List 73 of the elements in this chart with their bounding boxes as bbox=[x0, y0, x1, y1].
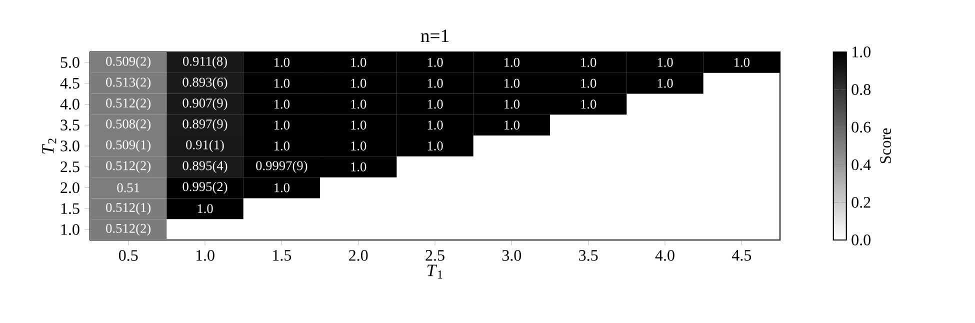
color-bar-label: 0.2 bbox=[852, 196, 870, 208]
y-tick-label: 3.5 bbox=[60, 120, 80, 131]
data-label: 1.0 bbox=[274, 183, 290, 192]
y-tick-label: 1.0 bbox=[61, 224, 80, 235]
x-tick-label: 2.5 bbox=[426, 250, 444, 261]
data-label: 0.995(2) bbox=[182, 182, 228, 194]
y-axis-title: T$_{2}$ bbox=[42, 138, 56, 154]
data-label: 0.91(1) bbox=[186, 140, 224, 152]
data-label: 0.512(2) bbox=[106, 223, 151, 236]
data-label: 0.51 bbox=[117, 183, 140, 192]
data-label: 1.0 bbox=[274, 58, 290, 67]
color-bar-label: 0.4 bbox=[852, 159, 871, 170]
data-label: 1.0 bbox=[504, 78, 520, 88]
data-label: 0.509(1) bbox=[106, 140, 151, 152]
x-tick-label: 4.5 bbox=[732, 250, 752, 261]
x-axis-title: T$_{1}$ bbox=[427, 264, 442, 279]
data-label: 1.0 bbox=[198, 204, 213, 214]
data-label: 1.0 bbox=[428, 100, 443, 109]
data-label: 1.0 bbox=[351, 100, 366, 109]
y-tick-label: 2.5 bbox=[60, 161, 80, 172]
data-label: 1.0 bbox=[351, 120, 366, 130]
data-label: 1.0 bbox=[504, 120, 520, 130]
data-label: 1.0 bbox=[658, 58, 673, 67]
color-bar-label: 0.6 bbox=[852, 122, 871, 133]
data-label: 0.911(8) bbox=[182, 56, 227, 68]
data-label: 0.512(2) bbox=[106, 98, 151, 110]
y-tick-label: 3.0 bbox=[60, 140, 80, 152]
data-label: 1.0 bbox=[428, 120, 443, 130]
y-tick-label: 4.5 bbox=[60, 78, 80, 89]
data-label: 0.508(2) bbox=[106, 119, 151, 132]
color-bar-title: Score bbox=[880, 128, 891, 164]
y-tick-label: 5.0 bbox=[60, 57, 80, 68]
color-bar-label: 0.0 bbox=[852, 234, 870, 246]
data-label: 1.0 bbox=[428, 141, 443, 151]
data-label: 1.0 bbox=[581, 78, 596, 88]
data-label: 1.0 bbox=[351, 78, 366, 88]
data-label: 1.0 bbox=[658, 78, 673, 88]
data-label: 1.0 bbox=[734, 58, 750, 67]
data-label: 1.0 bbox=[274, 78, 290, 88]
color-bar-label: 0.8 bbox=[852, 84, 870, 96]
data-label: 0.907(9) bbox=[182, 98, 228, 110]
x-tick-label: 0.5 bbox=[118, 250, 138, 261]
data-label: 1.0 bbox=[428, 78, 443, 88]
y-tick-label: 2.0 bbox=[60, 182, 80, 194]
data-label: 1.0 bbox=[351, 162, 366, 172]
data-label: 0.893(6) bbox=[182, 77, 228, 90]
y-tick-label: 4.0 bbox=[60, 98, 80, 110]
color-bar-label: 1.0 bbox=[852, 46, 870, 58]
data-label: 1.0 bbox=[581, 58, 596, 67]
x-tick-label: 1.0 bbox=[196, 250, 214, 261]
x-tick-label: 4.0 bbox=[655, 250, 674, 261]
data-label: 0.897(9) bbox=[182, 119, 228, 132]
x-tick-label: 2.0 bbox=[349, 250, 368, 261]
data-label: 1.0 bbox=[351, 58, 366, 67]
data-label: 1.0 bbox=[274, 141, 290, 151]
x-tick-label: 3.0 bbox=[502, 250, 522, 261]
y-tick-label: 1.5 bbox=[61, 203, 80, 214]
data-label: 1.0 bbox=[504, 58, 520, 67]
data-label: 0.512(2) bbox=[106, 160, 151, 173]
data-label: 1.0 bbox=[581, 100, 596, 109]
data-label: 0.513(2) bbox=[106, 77, 151, 90]
x-tick-label: 1.5 bbox=[273, 250, 292, 261]
data-label: 1.0 bbox=[428, 58, 443, 67]
data-label: 1.0 bbox=[351, 141, 366, 151]
chart-title: n=1 bbox=[420, 30, 448, 42]
data-label: 1.0 bbox=[274, 100, 290, 109]
data-label: 0.509(2) bbox=[106, 56, 151, 68]
data-label: 0.9997(9) bbox=[256, 160, 308, 173]
data-label: 0.895(4) bbox=[182, 160, 228, 173]
x-tick-label: 3.5 bbox=[579, 250, 598, 261]
data-label: 1.0 bbox=[504, 100, 520, 109]
data-label: 0.512(1) bbox=[106, 202, 151, 215]
data-label: 1.0 bbox=[274, 120, 290, 130]
